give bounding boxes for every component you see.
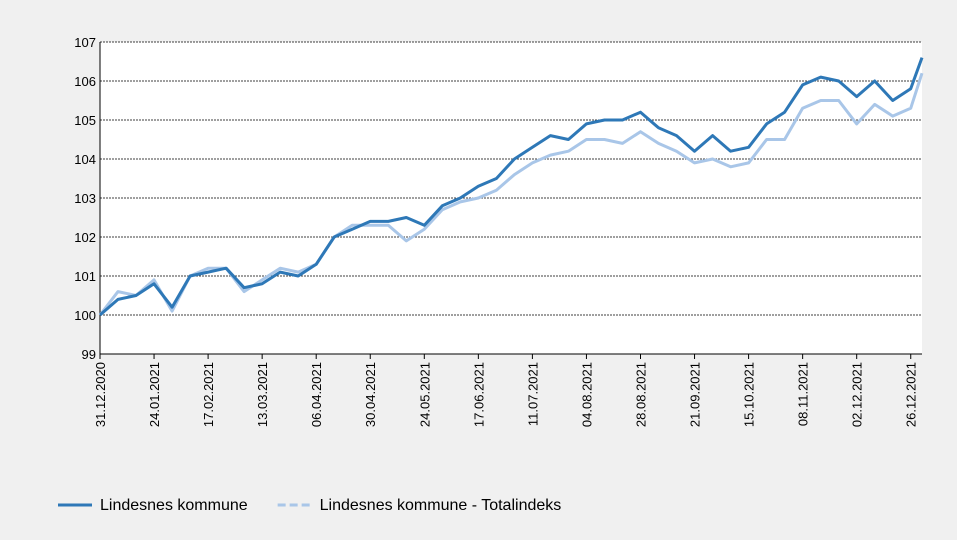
x-tick-label: 13.03.2021 [255, 362, 270, 427]
x-tick-label: 24.05.2021 [417, 362, 432, 427]
x-tick-label: 08.11.2021 [796, 362, 811, 426]
x-tick-label: 17.06.2021 [471, 362, 486, 427]
y-tick-label: 105 [74, 113, 96, 128]
series-line [99, 57, 924, 317]
y-tick-label: 101 [74, 269, 96, 284]
x-tick-label: 24.01.2021 [147, 362, 162, 427]
y-tick-label: 99 [82, 347, 96, 362]
y-tick-label: 106 [74, 74, 96, 89]
x-tick-label: 06.04.2021 [309, 362, 324, 427]
y-tick-label: 102 [74, 230, 96, 245]
y-tick-label: 104 [74, 152, 96, 167]
x-tick-label: 31.12.2020 [93, 362, 108, 427]
legend-label: Lindesnes kommune - Totalindeks [320, 497, 562, 514]
x-tick-label: 30.04.2021 [363, 362, 378, 427]
x-tick-label: 15.10.2021 [742, 362, 757, 427]
x-tick-label: 02.12.2021 [850, 362, 865, 427]
x-tick-label: 11.07.2021 [525, 362, 540, 426]
x-tick-label: 04.08.2021 [579, 362, 594, 427]
y-tick-label: 100 [74, 308, 96, 323]
series-line [98, 72, 924, 316]
y-tick-label: 107 [74, 35, 96, 50]
legend-label: Lindesnes kommune [100, 497, 248, 514]
x-tick-label: 28.08.2021 [633, 362, 648, 427]
y-tick-label: 103 [74, 191, 96, 206]
x-tick-label: 21.09.2021 [688, 362, 703, 427]
x-tick-label: 17.02.2021 [201, 362, 216, 427]
x-tick-label: 26.12.2021 [904, 362, 919, 427]
